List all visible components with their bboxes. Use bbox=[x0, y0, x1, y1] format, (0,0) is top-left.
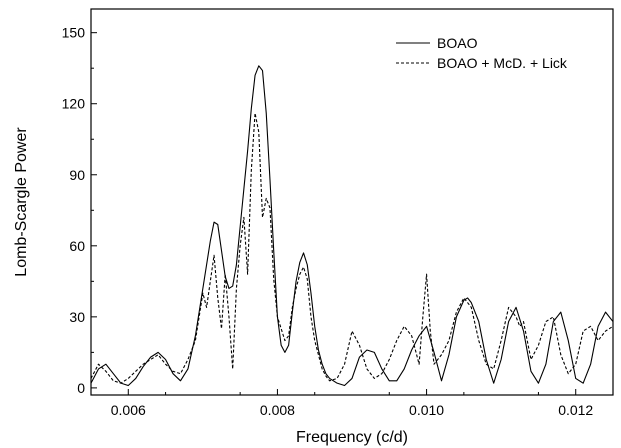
y-axis-label: Lomb-Scargle Power bbox=[13, 127, 30, 277]
legend-label-boao: BOAO bbox=[437, 35, 478, 51]
x-tick-label: 0.008 bbox=[260, 402, 295, 418]
x-axis: 0.006 0.008 0.010 0.012 bbox=[90, 389, 614, 418]
series-layer bbox=[91, 65, 613, 387]
plot-frame bbox=[90, 8, 614, 396]
x-axis-label: Frequency (c/d) bbox=[296, 429, 408, 446]
legend-label-combined: BOAO + McD. + Lick bbox=[437, 55, 568, 71]
series-line-boao bbox=[91, 65, 613, 387]
y-tick-label: 30 bbox=[69, 309, 85, 325]
y-axis: 0 30 60 90 120 150 bbox=[62, 25, 97, 396]
y-tick-label: 90 bbox=[69, 167, 85, 183]
x-tick-label: 0.012 bbox=[558, 402, 593, 418]
x-tick-label: 0.010 bbox=[409, 402, 444, 418]
series-line-combined bbox=[91, 112, 613, 384]
y-tick-label: 0 bbox=[77, 380, 85, 396]
y-tick-label: 60 bbox=[69, 238, 85, 254]
x-tick-label: 0.006 bbox=[111, 402, 146, 418]
y-tick-label: 120 bbox=[62, 96, 86, 112]
legend: BOAO BOAO + McD. + Lick bbox=[396, 35, 568, 71]
y-tick-label: 150 bbox=[62, 25, 86, 41]
